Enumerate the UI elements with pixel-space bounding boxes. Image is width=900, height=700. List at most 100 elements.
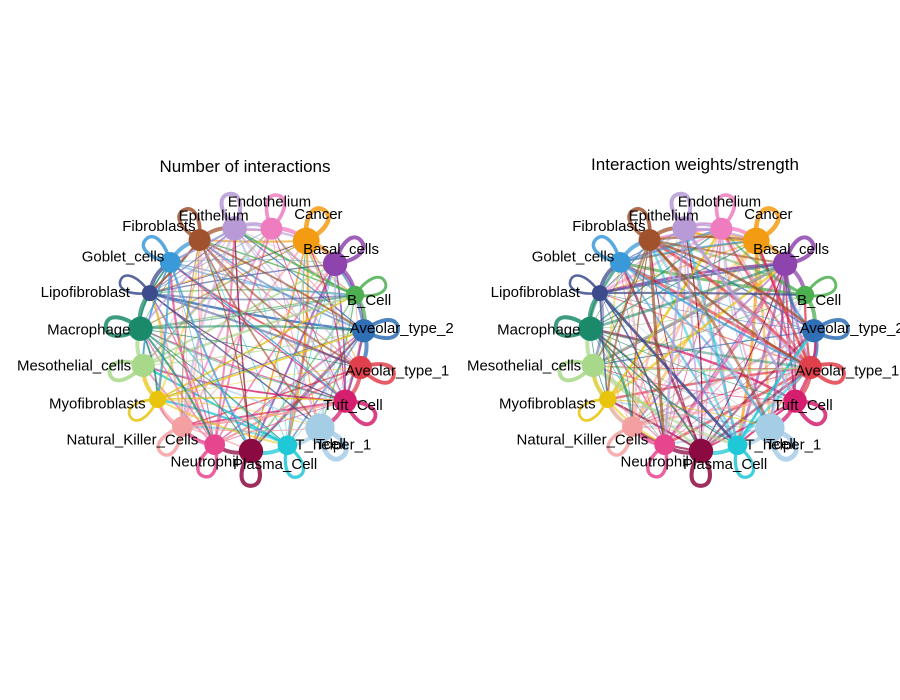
node-label: Myofibroblasts [49, 395, 146, 412]
self-loop [196, 443, 219, 479]
node-endothelium [710, 217, 733, 240]
node-tuft-cell [333, 389, 357, 413]
node-cancer [292, 227, 320, 255]
node-label: Macrophage [47, 322, 130, 339]
node-label: Mesothelial_cells [17, 358, 131, 375]
self-loop-layer [553, 191, 850, 488]
self-loop [177, 207, 202, 242]
self-loop [553, 315, 592, 338]
interaction-edge [649, 239, 815, 332]
interaction-edge [598, 292, 739, 447]
self-loop [646, 443, 669, 479]
node-label: Goblet_cells [82, 248, 165, 265]
node-label: Basal_cells [303, 241, 379, 258]
self-loop [568, 274, 601, 295]
self-loop [733, 443, 756, 479]
node-label: Basal_cells [753, 241, 829, 258]
node-label: Cancer [294, 206, 342, 223]
node-label: Tcell [766, 436, 796, 453]
interaction-edge [157, 398, 288, 447]
node-label: Plasma_Cell [233, 456, 317, 473]
interaction-edge [599, 227, 685, 294]
node-layer [128, 216, 376, 464]
interaction-edge [199, 239, 365, 332]
self-loop [783, 235, 816, 266]
self-loop [362, 318, 400, 340]
interaction-edge [334, 263, 347, 402]
node-label: Aveolar_type_1 [795, 363, 899, 380]
interaction-edge [169, 261, 346, 402]
node-epithelium [222, 216, 247, 241]
node-macrophage [578, 316, 603, 341]
interaction-edge [632, 367, 811, 428]
node-label: Neutrophil [171, 454, 239, 471]
node-label: Fibroblasts [572, 218, 645, 235]
self-loop [689, 449, 712, 488]
node-t-helper-1 [727, 435, 748, 456]
interaction-edge [632, 399, 796, 429]
interaction-edge [606, 262, 786, 401]
interaction-edge [234, 228, 288, 446]
interaction-edge [250, 330, 365, 452]
node-label: Aveolar_type_2 [350, 320, 454, 337]
node-label: Cancer [744, 206, 792, 223]
node-b-cell [795, 285, 815, 305]
panel-number-of-interactions: Number of interactions EndotheliumCancer… [17, 157, 454, 488]
node-neutrophil [204, 434, 226, 455]
node-label: Macrophage [497, 322, 580, 339]
interaction-edge [590, 328, 738, 446]
interaction-edge [592, 239, 651, 366]
node-goblet-cells [609, 251, 631, 273]
interaction-edge [213, 228, 236, 445]
interaction-edge [142, 228, 273, 367]
interaction-edge [683, 228, 739, 446]
node-aveolar-type-2 [352, 319, 376, 343]
interaction-edge [140, 325, 364, 332]
interaction-edge [234, 228, 356, 296]
self-loop [264, 193, 287, 230]
interaction-edge [213, 228, 273, 445]
interaction-edge [199, 239, 346, 402]
node-label: Plasma_Cell [683, 456, 767, 473]
interaction-edge [149, 228, 272, 294]
interaction-edge [590, 327, 796, 403]
node-basal-cells [322, 251, 348, 277]
node-lipofibroblast [141, 285, 158, 302]
self-loop [239, 449, 262, 488]
node-mesothelial-cells [131, 353, 155, 378]
interaction-edge [593, 294, 806, 366]
interaction-edge [648, 239, 667, 445]
node-myofibroblasts [149, 390, 167, 408]
interaction-edge [649, 238, 815, 332]
node-label: Lipofibroblast [41, 284, 131, 301]
self-loop [127, 397, 159, 422]
interaction-edge [619, 261, 811, 369]
interaction-edge [663, 228, 686, 445]
interaction-edge [648, 239, 739, 446]
interaction-edge [599, 293, 609, 400]
interaction-edge [664, 294, 806, 445]
interaction-edge [287, 263, 336, 446]
interaction-edge [140, 328, 361, 368]
interaction-edge [199, 239, 252, 452]
self-loop [283, 443, 306, 479]
node-b-cell [345, 285, 365, 305]
self-loop [358, 362, 396, 385]
node-label: Goblet_cells [532, 248, 615, 265]
self-loop [753, 206, 781, 244]
node-aveolar-type-2 [802, 319, 826, 343]
interaction-edge [149, 288, 356, 296]
interaction-edge [631, 228, 723, 428]
node-label: Epithelium [179, 207, 249, 224]
node-label: B_Cell [797, 292, 841, 309]
self-loop [219, 191, 243, 230]
node-goblet-cells [159, 251, 181, 273]
node-myofibroblasts [599, 390, 617, 408]
interaction-edge [590, 327, 811, 369]
interaction-edge [182, 399, 346, 428]
panel-title-weights: Interaction weights/strength [591, 155, 799, 174]
panel-interaction-weights: Interaction weights/strength Endothelium… [467, 155, 900, 488]
self-loop [303, 206, 331, 244]
node-macrophage [128, 316, 153, 341]
interaction-edge [170, 258, 336, 265]
